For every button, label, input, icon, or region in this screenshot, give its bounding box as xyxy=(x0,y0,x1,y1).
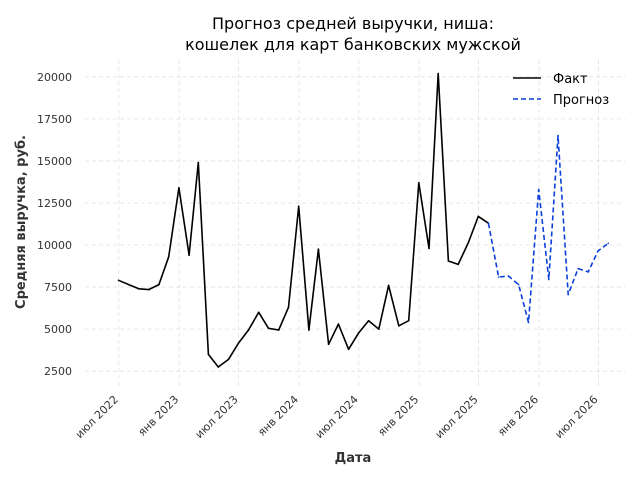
y-axis-label: Средняя выручка, руб. xyxy=(14,135,29,309)
chart-title-line1: Прогноз средней выручки, ниша: xyxy=(212,14,494,33)
data-point xyxy=(367,319,370,322)
series-line-1 xyxy=(118,72,489,368)
data-point xyxy=(387,284,390,287)
data-point xyxy=(407,319,410,322)
data-point xyxy=(497,276,500,278)
y-tick-label: 5000 xyxy=(44,323,72,336)
data-point xyxy=(138,288,140,290)
data-point xyxy=(357,332,360,335)
data-point xyxy=(327,343,330,346)
data-point xyxy=(227,358,230,361)
data-point xyxy=(188,254,190,256)
data-point xyxy=(457,263,460,266)
data-point xyxy=(378,328,380,330)
series xyxy=(117,72,610,368)
data-point xyxy=(517,283,520,286)
data-point xyxy=(567,293,569,296)
data-point xyxy=(147,288,150,291)
y-tick-label: 20000 xyxy=(37,71,72,84)
data-point xyxy=(247,329,250,331)
data-point xyxy=(428,247,430,250)
data-point xyxy=(178,187,180,189)
chart-title-line2: кошелек для карт банковских мужской xyxy=(185,35,521,54)
data-point xyxy=(257,311,260,314)
data-point xyxy=(418,182,420,184)
legend-label-2: Прогноз xyxy=(553,93,609,108)
data-point xyxy=(267,327,270,330)
y-tick-label: 10000 xyxy=(37,239,72,252)
data-point xyxy=(337,323,340,325)
y-tick-label: 17500 xyxy=(37,113,72,126)
data-point xyxy=(548,278,550,281)
data-point xyxy=(477,215,480,218)
data-point xyxy=(317,248,320,250)
data-point xyxy=(237,342,240,345)
data-point xyxy=(117,279,120,282)
data-point xyxy=(487,222,490,224)
data-point xyxy=(207,353,210,356)
legend-label-1: Факт xyxy=(553,72,588,87)
data-point xyxy=(297,205,300,208)
data-point xyxy=(577,267,579,270)
y-tick-label: 15000 xyxy=(37,155,72,168)
data-point xyxy=(398,325,400,327)
x-axis-label: Дата xyxy=(335,451,372,466)
data-point xyxy=(197,161,200,164)
legend: Факт Прогноз xyxy=(513,72,609,108)
data-point xyxy=(127,283,130,286)
data-point xyxy=(347,348,350,351)
y-tick-label: 7500 xyxy=(44,281,72,294)
data-point xyxy=(467,241,470,244)
data-point xyxy=(607,242,610,245)
data-point xyxy=(557,134,559,137)
data-point xyxy=(597,250,599,252)
data-point xyxy=(447,260,450,262)
data-point xyxy=(537,188,540,191)
data-point xyxy=(308,329,310,331)
data-point xyxy=(527,321,530,324)
y-tick-label: 12500 xyxy=(37,197,72,210)
data-point xyxy=(507,275,510,277)
data-point xyxy=(167,255,170,258)
data-point xyxy=(217,366,220,368)
data-point xyxy=(277,329,280,331)
data-point xyxy=(158,283,160,286)
y-tick-label: 2500 xyxy=(44,365,72,378)
data-point xyxy=(437,72,440,75)
data-point xyxy=(287,306,290,309)
data-point xyxy=(587,271,589,273)
